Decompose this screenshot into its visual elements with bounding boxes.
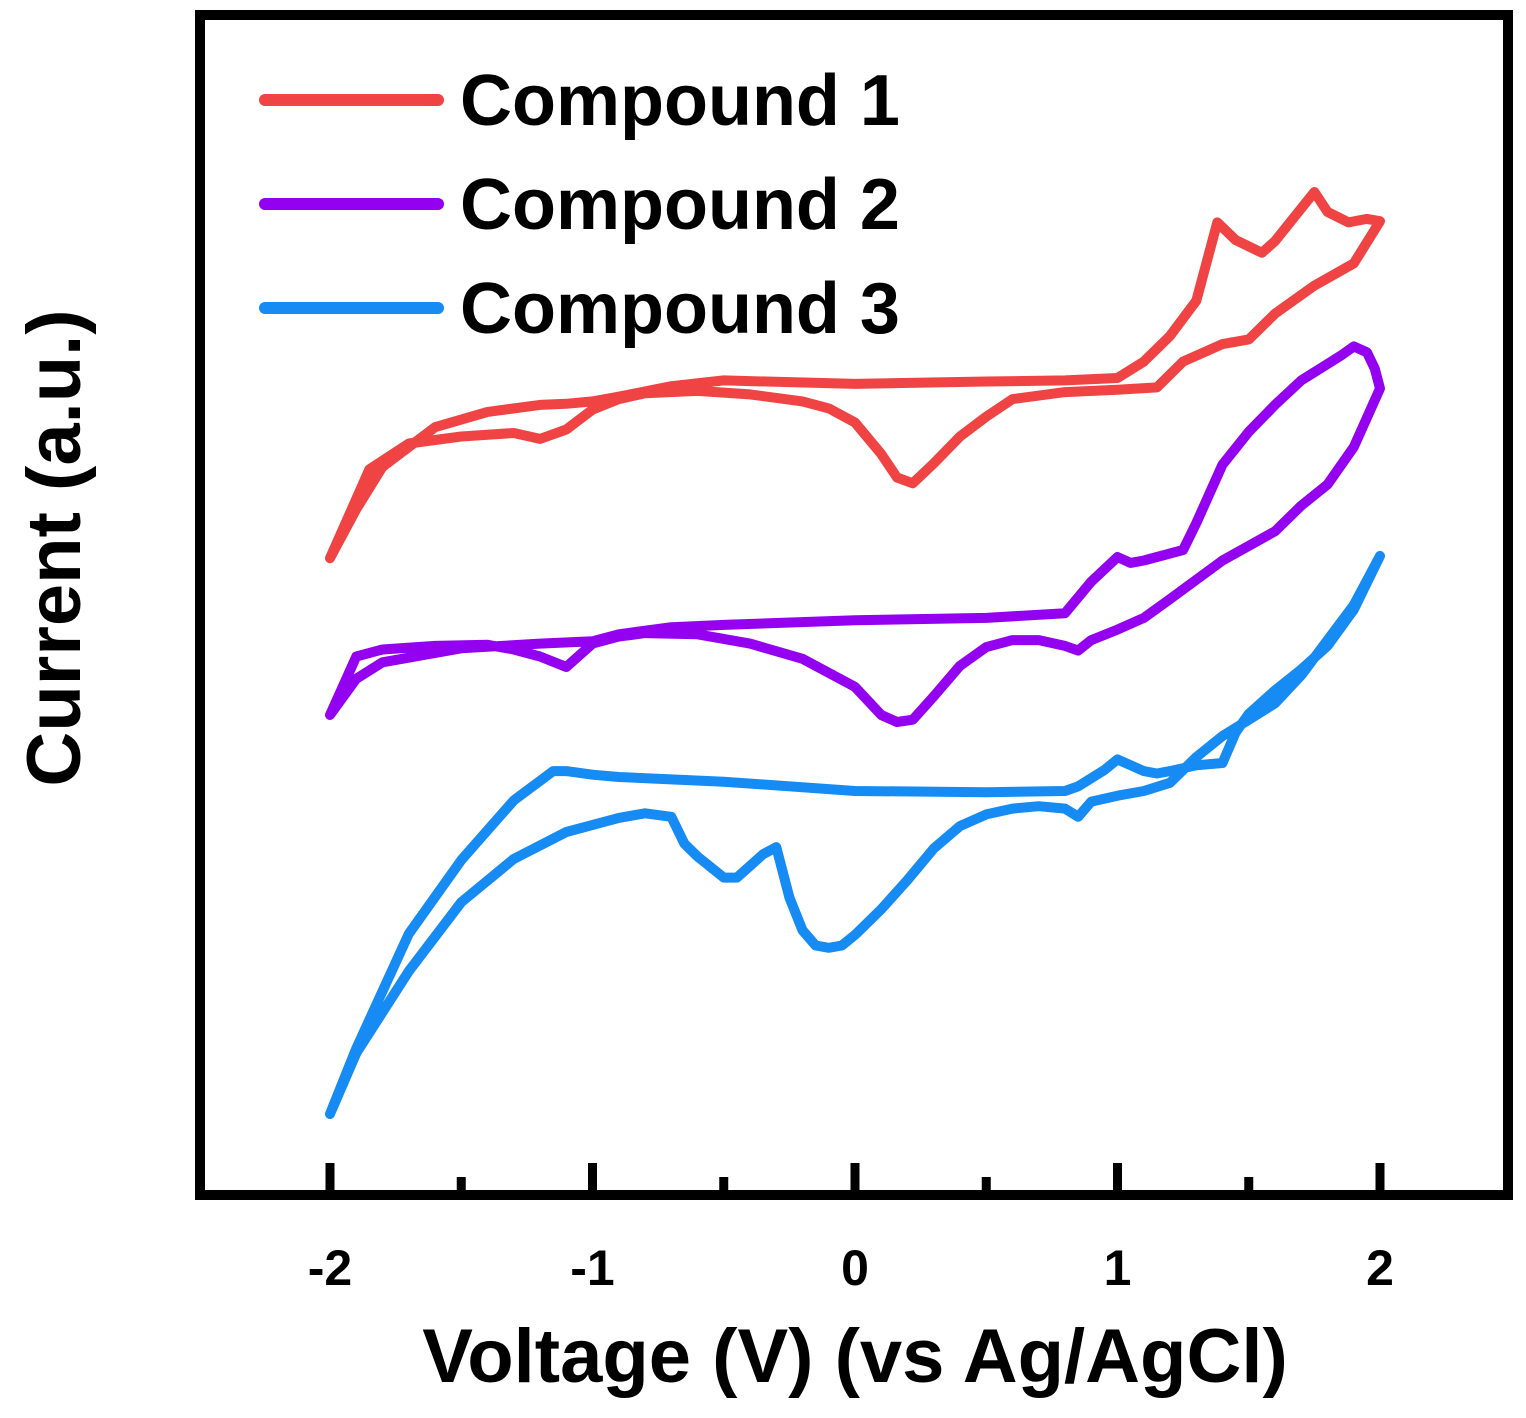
x-tick-label: -2	[308, 1240, 352, 1296]
x-tick-label: 1	[1104, 1240, 1132, 1296]
series-line-compound-3	[325, 550, 1385, 1119]
series-lines	[325, 187, 1385, 1119]
series-line-compound-2	[325, 341, 1385, 727]
x-tick-label: -1	[570, 1240, 614, 1296]
legend-label: Compound 3	[460, 269, 900, 349]
y-axis-title: Current (a.u.)	[12, 309, 97, 786]
legend: Compound 1 Compound 2 Compound 3	[259, 61, 900, 349]
x-axis-tick-labels: -2 -1 0 1 2	[308, 1240, 1394, 1296]
legend-label: Compound 2	[460, 165, 900, 245]
x-tick-label: 2	[1366, 1240, 1394, 1296]
x-axis-title: Voltage (V) (vs Ag/AgCl)	[422, 1314, 1288, 1399]
x-tick-label: 0	[841, 1240, 869, 1296]
series-line-compound-1	[325, 187, 1385, 564]
x-axis-ticks	[325, 1163, 1385, 1190]
plot-frame	[195, 10, 1513, 1200]
legend-label: Compound 1	[460, 61, 900, 141]
